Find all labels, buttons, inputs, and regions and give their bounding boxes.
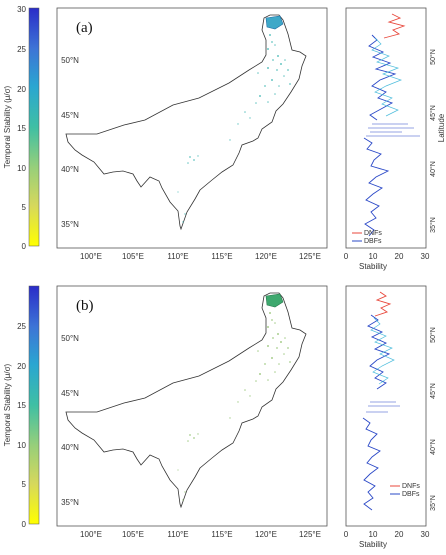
lon-tick: 100°E	[80, 252, 102, 261]
panel-a-label: (a)	[76, 20, 93, 36]
lat-tick: 45°N	[429, 105, 437, 121]
lat-tick: 40°N	[429, 161, 437, 177]
lon-tick: 125°E	[299, 252, 321, 261]
map-a: 100°E 105°E 110°E 115°E 120°E 125°E 35°N…	[56, 7, 328, 261]
lon-tick: 120°E	[255, 252, 277, 261]
x-tick: 10	[369, 252, 378, 261]
lat-tick: 35°N	[429, 495, 437, 511]
legend-dbf-label: DBFs	[364, 238, 382, 245]
profile-a-ylabel: Latitude	[437, 113, 446, 142]
lat-tick: 50°N	[61, 56, 79, 65]
colorbar-a-tick: 5	[22, 203, 27, 212]
x-tick: 20	[395, 252, 404, 261]
x-tick: 0	[344, 252, 349, 261]
legend-dbf-label: DBFs	[402, 491, 420, 498]
lat-tick: 50°N	[429, 49, 437, 65]
legend-dnf-label: DNFs	[402, 483, 420, 490]
panel-b-label: (b)	[76, 298, 94, 314]
x-tick: 30	[421, 530, 430, 539]
x-tick: 30	[421, 252, 430, 261]
lon-tick: 125°E	[299, 530, 321, 539]
forest-pixels-b	[177, 312, 291, 501]
dbf-light-trace-a	[371, 37, 403, 117]
lon-tick: 115°E	[211, 252, 232, 261]
lat-tick: 50°N	[61, 334, 79, 343]
dbf-spikes-b	[366, 401, 400, 413]
forest-pixels-a	[177, 34, 291, 223]
colorbar-b-tick: 25	[17, 322, 26, 331]
profile-b: DNFs DBFs 0 10 20 30 Stability 35°N 40°N…	[344, 285, 437, 549]
colorbar-b-bar	[28, 285, 40, 525]
lon-tick: 105°E	[122, 252, 144, 261]
dbf-spikes-a	[366, 123, 420, 137]
colorbar-b-tick: 15	[17, 401, 26, 410]
region-a-outline	[65, 14, 307, 231]
profile-b-legend: DNFs DBFs	[390, 483, 420, 498]
colorbar-b-tick: 20	[17, 362, 26, 371]
lat-tick: 35°N	[61, 220, 79, 229]
lon-tick: 110°E	[167, 252, 188, 261]
colorbar-a: 0 5 10 15 20 25 30 Temporal Stability (μ…	[3, 5, 40, 251]
map-b-lat-ticks: 35°N 40°N 45°N 50°N	[61, 334, 79, 507]
map-b: 100°E 105°E 110°E 115°E 120°E 125°E 35°N…	[56, 285, 328, 539]
lat-tick: 35°N	[61, 498, 79, 507]
colorbar-b: 0 5 10 15 20 25 Temporal Stability (μ/σ)	[3, 285, 40, 529]
profile-b-lat-ticks: 35°N 40°N 45°N 50°N	[429, 327, 437, 511]
north-forest-a	[265, 15, 284, 30]
lat-tick: 50°N	[429, 327, 437, 343]
lat-tick: 45°N	[61, 389, 79, 398]
colorbar-a-label: Temporal Stability (μ/σ)	[3, 85, 12, 168]
dnf-trace-b	[374, 291, 392, 317]
lat-tick: 45°N	[429, 383, 437, 399]
colorbar-a-tick: 0	[22, 242, 27, 251]
panel-a: 0 5 10 15 20 25 30 Temporal Stability (μ…	[3, 5, 446, 271]
dnf-trace-a	[383, 13, 406, 39]
lat-tick: 40°N	[429, 439, 437, 455]
profile-a-xlabel: Stability	[359, 262, 387, 271]
colorbar-a-bar	[28, 7, 40, 247]
map-a-lat-ticks: 35°N 40°N 45°N 50°N	[61, 56, 79, 229]
lon-tick: 100°E	[80, 530, 102, 539]
map-b-frame	[56, 285, 328, 527]
map-a-lon-ticks: 100°E 105°E 110°E 115°E 120°E 125°E	[80, 252, 321, 261]
colorbar-a-tick: 30	[17, 5, 26, 14]
profile-a-legend: DNFs DBFs	[352, 230, 382, 245]
profile-b-x-ticks: 0 10 20 30	[344, 530, 430, 539]
lon-tick: 120°E	[255, 530, 277, 539]
legend-dnf-label: DNFs	[364, 230, 382, 237]
colorbar-b-tick: 5	[22, 480, 27, 489]
region-b-outline	[65, 292, 307, 509]
colorbar-a-tick: 25	[17, 45, 26, 54]
lat-tick: 40°N	[61, 165, 79, 174]
lat-tick: 35°N	[429, 217, 437, 233]
colorbar-a-tick: 20	[17, 85, 26, 94]
lon-tick: 115°E	[211, 530, 232, 539]
map-b-lon-ticks: 100°E 105°E 110°E 115°E 120°E 125°E	[80, 530, 321, 539]
profile-a-x-ticks: 0 10 20 30	[344, 252, 430, 261]
dbf-light-trace-b	[370, 317, 395, 385]
profile-a-lat-ticks: 35°N 40°N 45°N 50°N	[429, 49, 437, 233]
panel-b: 0 5 10 15 20 25 Temporal Stability (μ/σ)	[3, 285, 437, 549]
lat-tick: 40°N	[61, 443, 79, 452]
colorbar-b-tick: 0	[22, 520, 27, 529]
x-tick: 0	[344, 530, 349, 539]
map-a-frame	[56, 7, 328, 249]
lon-tick: 110°E	[167, 530, 188, 539]
x-tick: 10	[369, 530, 378, 539]
colorbar-a-tick: 10	[17, 164, 26, 173]
lon-tick: 105°E	[122, 530, 144, 539]
profile-a: DNFs DBFs 0 10 20 30 Stability 35°N 40°N…	[344, 7, 446, 271]
colorbar-a-tick: 15	[17, 124, 26, 133]
north-forest-b	[265, 293, 284, 308]
profile-b-xlabel: Stability	[359, 540, 387, 549]
colorbar-b-label: Temporal Stability (μ/σ)	[3, 363, 12, 446]
lat-tick: 45°N	[61, 111, 79, 120]
dbf-trace-b	[362, 314, 391, 511]
x-tick: 20	[395, 530, 404, 539]
colorbar-b-tick: 10	[17, 441, 26, 450]
